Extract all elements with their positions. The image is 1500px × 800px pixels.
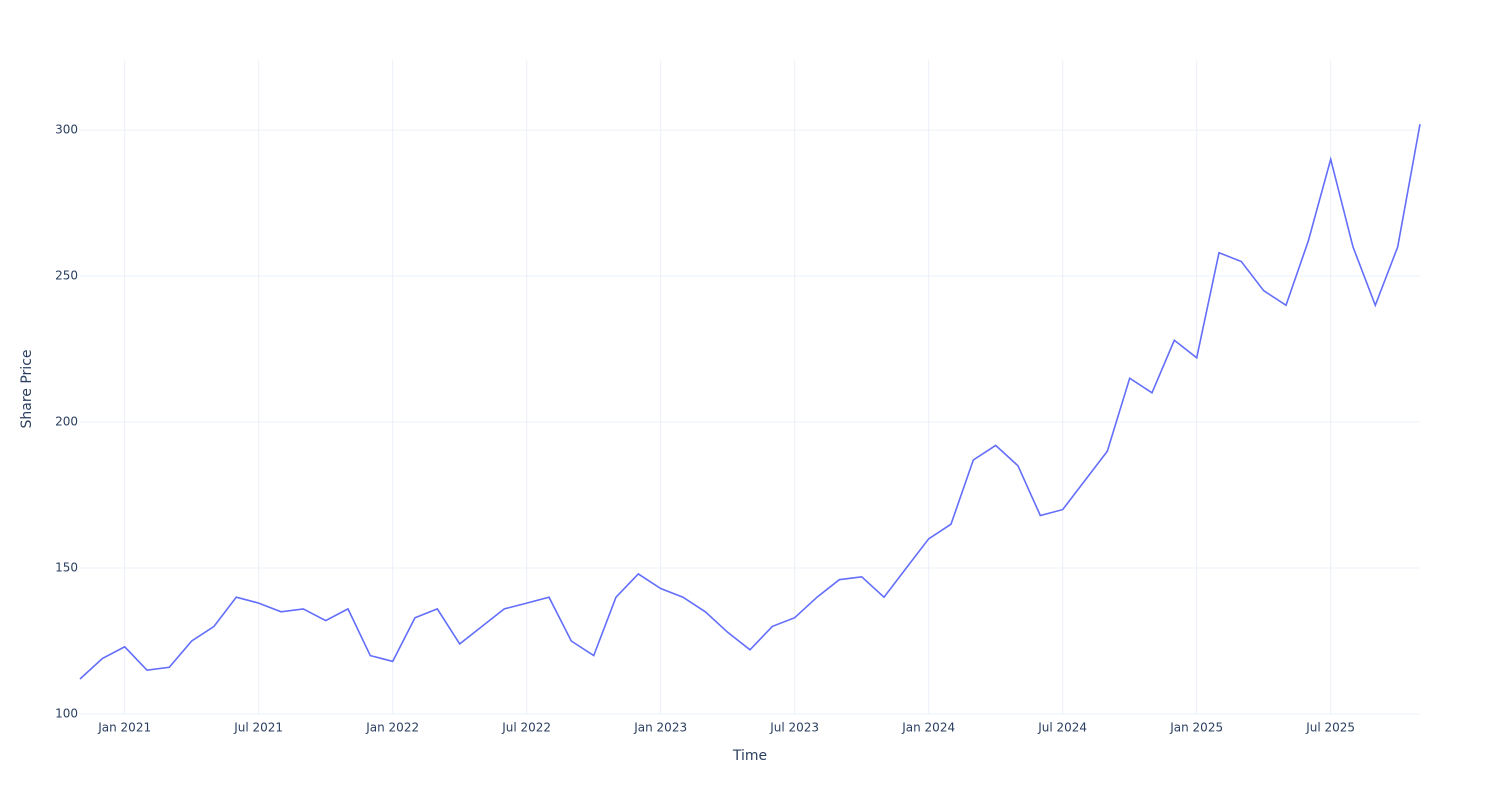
x-tick-label: Jan 2025 xyxy=(1169,721,1223,735)
y-tick-label: 200 xyxy=(55,415,78,429)
x-tick-label: Jul 2021 xyxy=(233,721,283,735)
y-tick-label: 300 xyxy=(55,123,78,137)
y-tick-label: 150 xyxy=(55,561,78,575)
x-tick-label: Jul 2024 xyxy=(1037,721,1087,735)
x-tick-label: Jul 2025 xyxy=(1305,721,1355,735)
y-tick-label: 250 xyxy=(55,269,78,283)
x-tick-label: Jul 2023 xyxy=(769,721,819,735)
y-tick-label: 100 xyxy=(55,707,78,721)
x-axis-title: Time xyxy=(732,748,767,764)
x-tick-label: Jan 2024 xyxy=(901,721,955,735)
x-tick-label: Jan 2021 xyxy=(97,721,151,735)
price-line xyxy=(79,124,1421,680)
x-tick-label: Jan 2023 xyxy=(633,721,687,735)
x-tick-label: Jan 2022 xyxy=(365,721,419,735)
x-tick-label: Jul 2022 xyxy=(501,721,551,735)
y-axis-title: Share Price xyxy=(19,349,35,428)
